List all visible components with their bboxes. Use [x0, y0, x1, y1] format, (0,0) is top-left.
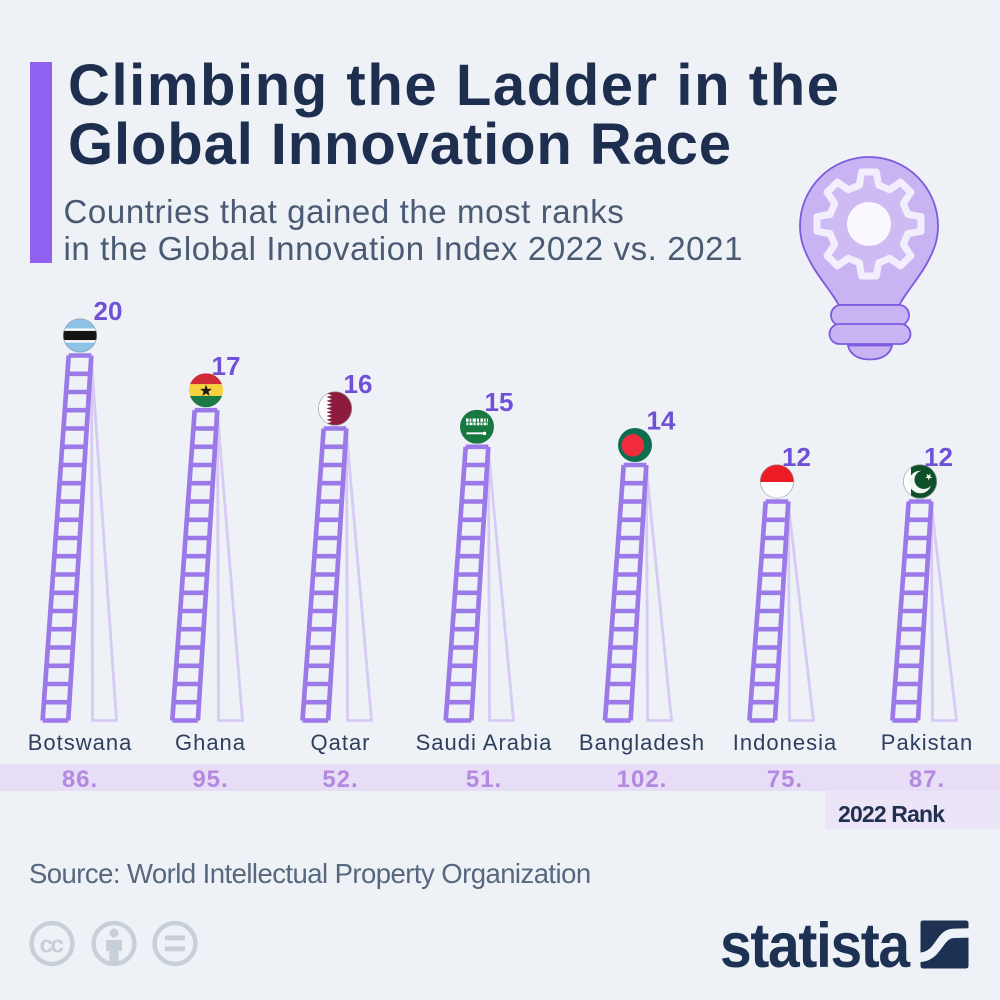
svg-text:16: 16 [344, 369, 373, 399]
svg-text:Pakistan: Pakistan [881, 730, 973, 755]
svg-text:Indonesia: Indonesia [733, 730, 837, 755]
svg-text:cc: cc [40, 932, 64, 959]
svg-text:Ghana: Ghana [175, 730, 246, 755]
svg-text:Qatar: Qatar [310, 730, 370, 755]
svg-text:17: 17 [212, 351, 241, 381]
svg-text:Saudi Arabia: Saudi Arabia [416, 730, 553, 755]
svg-text:15: 15 [485, 387, 514, 417]
svg-text:14: 14 [647, 406, 676, 436]
svg-text:Botswana: Botswana [28, 730, 133, 755]
svg-text:12: 12 [782, 442, 811, 472]
svg-text:12: 12 [924, 442, 953, 472]
svg-text:Bangladesh: Bangladesh [579, 730, 705, 755]
svg-text:20: 20 [94, 296, 123, 326]
